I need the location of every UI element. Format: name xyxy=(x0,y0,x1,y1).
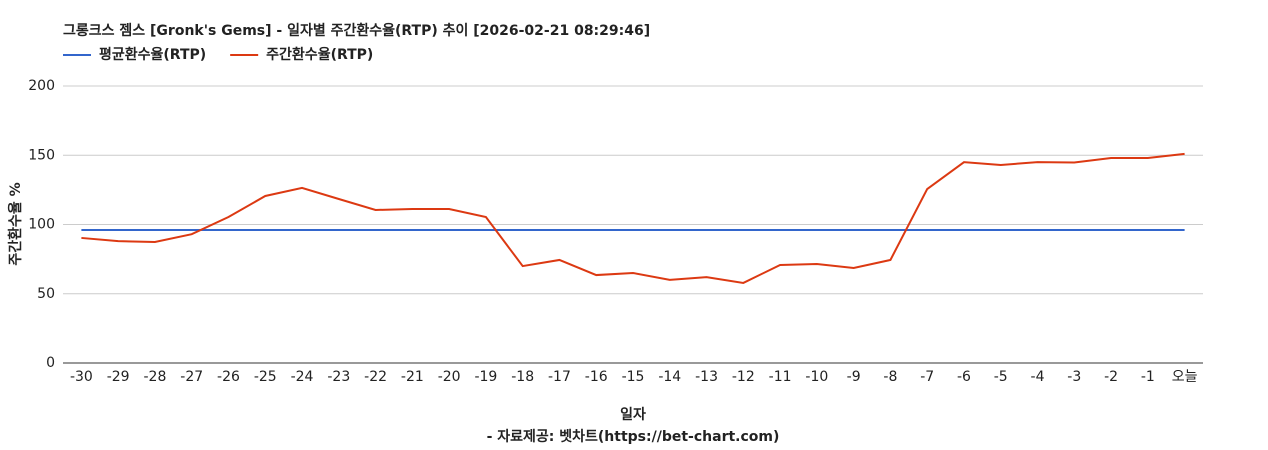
y-axis-title: 주간환수율 % xyxy=(7,182,24,265)
x-axis-title: 일자 xyxy=(620,407,646,423)
x-tick-label: -1 xyxy=(1141,369,1155,385)
x-tick-label: -20 xyxy=(438,369,461,385)
source: - 자료제공: 벳차트(https://bet-chart.com) xyxy=(487,428,780,445)
y-tick-label: 0 xyxy=(46,355,55,371)
x-tick-label: -7 xyxy=(920,369,934,385)
x-tick-label: -30 xyxy=(70,369,93,385)
x-tick-label: -5 xyxy=(994,369,1008,385)
x-tick-label: -24 xyxy=(291,369,314,385)
x-tick-label: -22 xyxy=(364,369,387,385)
x-tick-label: -3 xyxy=(1067,369,1081,385)
x-tick-label: -13 xyxy=(695,369,718,385)
x-tick-label: -25 xyxy=(254,369,277,385)
x-tick-label: 오늘 xyxy=(1172,369,1198,385)
y-tick-label: 200 xyxy=(28,78,55,94)
x-tick-label: -14 xyxy=(658,369,681,385)
x-tick-label: -4 xyxy=(1031,369,1045,385)
x-tick-label: -10 xyxy=(805,369,828,385)
x-tick-label: -21 xyxy=(401,369,424,385)
x-tick-label: -26 xyxy=(217,369,240,385)
x-tick-label: -18 xyxy=(511,369,534,385)
legend-label: 평균환수율(RTP) xyxy=(99,46,206,63)
series-line xyxy=(81,152,1185,284)
chart-title: 그롱크스 젬스 [Gronk's Gems] - 일자별 주간환수율(RTP) … xyxy=(63,22,650,39)
x-tick-label: -2 xyxy=(1104,369,1118,385)
x-tick-label: -6 xyxy=(957,369,971,385)
x-tick-label: -23 xyxy=(327,369,350,385)
x-tick-label: -29 xyxy=(107,369,130,385)
x-tick-label: -17 xyxy=(548,369,571,385)
x-tick-label: -11 xyxy=(769,369,792,385)
x-tick-label: -28 xyxy=(143,369,166,385)
x-tick-label: -15 xyxy=(622,369,645,385)
x-tick-label: -19 xyxy=(474,369,497,385)
x-tick-label: -12 xyxy=(732,369,755,385)
y-tick-label: 100 xyxy=(28,217,55,233)
x-tick-label: -8 xyxy=(883,369,897,385)
x-tick-label: -27 xyxy=(180,369,203,385)
legend-label: 주간환수율(RTP) xyxy=(266,46,373,63)
x-tick-label: -9 xyxy=(847,369,861,385)
x-tick-label: -16 xyxy=(585,369,608,385)
y-tick-label: 150 xyxy=(28,147,55,163)
y-tick-label: 50 xyxy=(37,286,55,302)
